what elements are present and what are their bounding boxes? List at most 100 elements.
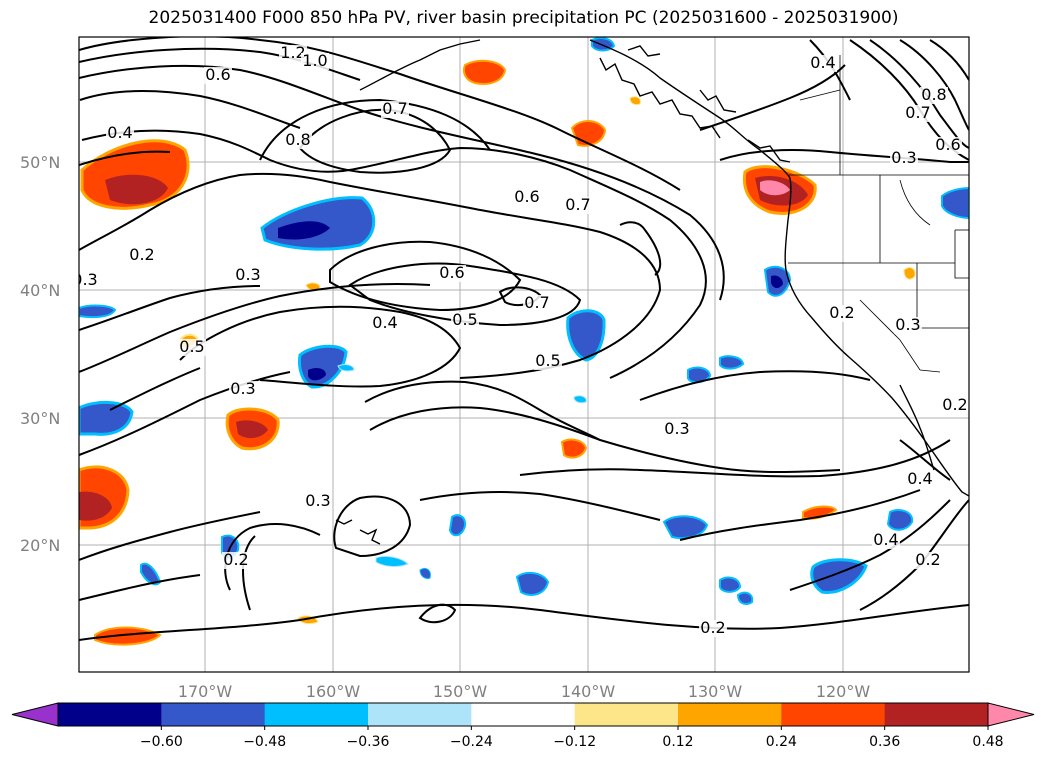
contour-label: 0.7 xyxy=(905,103,930,122)
lon-label-150w: 150°W xyxy=(433,682,488,701)
colorbar-segment xyxy=(368,703,472,726)
contour-label: 0.3 xyxy=(664,419,689,438)
lon-label-130w: 130°W xyxy=(688,682,743,701)
contour-label: 0.3 xyxy=(72,270,97,289)
colorbar-segment xyxy=(884,703,989,726)
contour-label: 0.3 xyxy=(895,315,920,334)
contour-label: 0.2 xyxy=(129,245,154,264)
state-borders xyxy=(788,55,969,373)
contour-label-bg xyxy=(301,53,329,70)
contour-label-bg xyxy=(438,265,466,282)
colorbar-tick-label: 0.36 xyxy=(869,734,900,750)
contour-label-bg xyxy=(904,105,932,122)
contour-label: 0.4 xyxy=(873,530,898,549)
colorbar-segment xyxy=(781,703,886,726)
colorbar-tick-label: 0.12 xyxy=(662,734,693,750)
contour-label-bg xyxy=(699,620,727,637)
contour-label: 0.3 xyxy=(235,265,260,284)
contour-label-bg xyxy=(906,471,934,488)
contour-label: 0.2 xyxy=(700,618,725,637)
contour-label: 0.5 xyxy=(452,310,477,329)
coastlines xyxy=(335,39,969,545)
lat-label-20n: 20°N xyxy=(20,536,60,555)
lat-label-40n: 40°N xyxy=(20,281,60,300)
contour-label: 0.5 xyxy=(535,351,560,370)
contour-label-bg xyxy=(941,397,969,414)
contour-label-bg xyxy=(284,132,312,149)
contour-label-bg xyxy=(128,247,156,264)
colorbar-tick-label: −0.12 xyxy=(553,734,596,750)
lon-label-160w: 160°W xyxy=(306,682,361,701)
contour-label: 0.4 xyxy=(107,123,132,142)
contour-label-bg xyxy=(234,267,262,284)
contour-label-bg xyxy=(564,197,592,214)
contour-label: 0.6 xyxy=(205,65,230,84)
contour-label-bg xyxy=(178,339,206,356)
contour-label-bg xyxy=(934,137,962,154)
contour-label: 0.4 xyxy=(810,53,835,72)
contour-label: 0.6 xyxy=(935,135,960,154)
contour-label-bg xyxy=(890,150,918,167)
contour-label-bg xyxy=(106,125,134,142)
contour-label-bg xyxy=(523,295,551,312)
contour-label-bg xyxy=(371,315,399,332)
lon-label-120w: 120°W xyxy=(816,682,871,701)
lon-label-140w: 140°W xyxy=(561,682,616,701)
contour-label: 0.4 xyxy=(372,313,397,332)
pv-contours xyxy=(79,37,969,641)
colorbar-tick-label: −0.48 xyxy=(243,734,286,750)
contour-label: 0.2 xyxy=(223,550,248,569)
contour-label-bg xyxy=(894,317,922,334)
contour-label: 0.3 xyxy=(891,148,916,167)
colorbar-tick-label: 0.24 xyxy=(766,734,797,750)
contour-label: 0.5 xyxy=(179,337,204,356)
plot-title: 2025031400 F000 850 hPa PV, river basin … xyxy=(148,8,899,28)
contour-label-bg xyxy=(304,493,332,510)
contour-label-bg xyxy=(222,552,250,569)
lon-label-170w: 170°W xyxy=(178,682,233,701)
colorbar-segment xyxy=(58,703,162,726)
colorbar-tick-label: −0.60 xyxy=(140,734,183,750)
contour-label-bg xyxy=(809,55,837,72)
contour-labels: 1.21.00.60.70.80.40.20.30.30.6 0.70.60.70… xyxy=(72,43,969,637)
contour-label-bg xyxy=(534,353,562,370)
contour-label-bg xyxy=(828,305,856,322)
contour-label-bg xyxy=(914,552,942,569)
lat-label-30n: 30°N xyxy=(20,409,60,428)
contour-label: 0.6 xyxy=(439,263,464,282)
colorbar-segment xyxy=(161,703,266,726)
contour-label-bg xyxy=(513,189,541,206)
contour-label-bg xyxy=(381,101,409,118)
contour-label: 0.7 xyxy=(565,195,590,214)
contour-label: 0.8 xyxy=(285,130,310,149)
colorbar-segment xyxy=(678,703,782,726)
colorbar-tick-label: −0.36 xyxy=(347,734,390,750)
contour-label-bg xyxy=(451,312,479,329)
gridlines xyxy=(79,37,969,672)
map-frame xyxy=(78,36,970,673)
contour-label-bg xyxy=(920,87,948,104)
colorbar-segment xyxy=(264,703,369,726)
contour-label-bg xyxy=(872,532,900,549)
colorbar: −0.60 −0.48 −0.36 −0.24 −0.12 0.12 0.24 0.36 0.4… xyxy=(11,702,1035,750)
contour-label: 0.3 xyxy=(305,491,330,510)
contour-label-bg xyxy=(279,45,307,62)
longitude-labels: 170°W 160°W 150°W 140°W 130°W 120°W xyxy=(178,682,871,701)
contour-label: 0.3 xyxy=(230,379,255,398)
colorbar-tick-label: −0.24 xyxy=(450,734,493,750)
contour-label: 0.8 xyxy=(921,85,946,104)
contour-label-bg xyxy=(204,67,232,84)
colorbar-segment xyxy=(471,703,576,726)
contour-label: 1.2 xyxy=(280,43,305,62)
contour-label: 0.7 xyxy=(524,293,549,312)
contour-label: 0.4 xyxy=(907,469,932,488)
precip-shading xyxy=(79,37,969,646)
contour-label: 0.7 xyxy=(382,99,407,118)
lat-label-50n: 50°N xyxy=(20,153,60,172)
colorbar-extend-min xyxy=(11,702,59,727)
contour-label: 0.2 xyxy=(829,303,854,322)
colorbar-frame xyxy=(57,702,989,727)
colorbar-tick-label: 0.48 xyxy=(972,734,1003,750)
contour-label-bg xyxy=(663,421,691,438)
